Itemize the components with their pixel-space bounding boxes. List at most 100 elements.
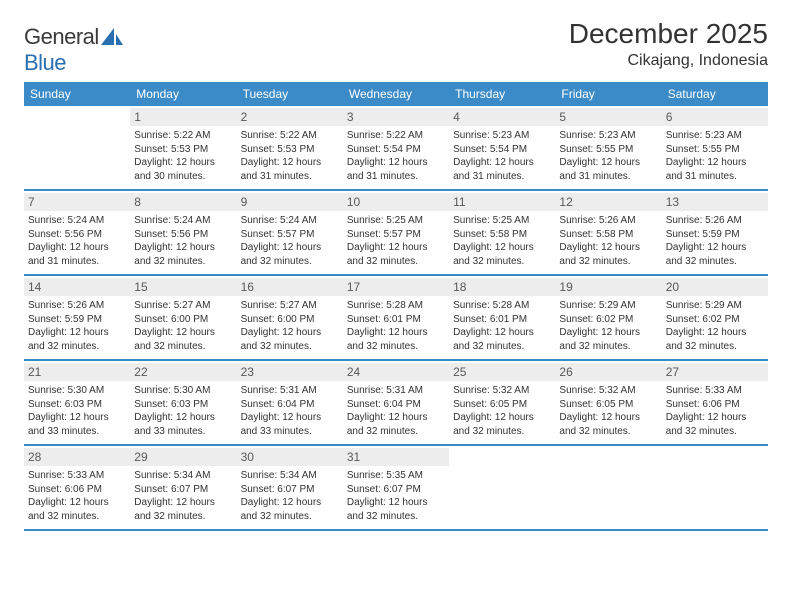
day-details: Sunrise: 5:23 AMSunset: 5:55 PMDaylight:… [666, 129, 764, 183]
day-number [662, 448, 768, 466]
day-number: 16 [237, 278, 343, 296]
daylight-text: Daylight: 12 hours and 32 minutes. [453, 326, 551, 353]
day-details: Sunrise: 5:25 AMSunset: 5:57 PMDaylight:… [347, 214, 445, 268]
day-details: Sunrise: 5:22 AMSunset: 5:53 PMDaylight:… [134, 129, 232, 183]
day-number: 22 [130, 363, 236, 381]
calendar-grid: SundayMondayTuesdayWednesdayThursdayFrid… [24, 82, 768, 531]
daylight-text: Daylight: 12 hours and 31 minutes. [559, 156, 657, 183]
sunset-text: Sunset: 5:53 PM [134, 143, 232, 157]
day-number: 7 [24, 193, 130, 211]
sunrise-text: Sunrise: 5:28 AM [453, 299, 551, 313]
day-number: 18 [449, 278, 555, 296]
day-details: Sunrise: 5:34 AMSunset: 6:07 PMDaylight:… [241, 469, 339, 523]
sunrise-text: Sunrise: 5:26 AM [559, 214, 657, 228]
day-details: Sunrise: 5:34 AMSunset: 6:07 PMDaylight:… [134, 469, 232, 523]
day-cell: 31Sunrise: 5:35 AMSunset: 6:07 PMDayligh… [343, 446, 449, 529]
sunrise-text: Sunrise: 5:32 AM [559, 384, 657, 398]
day-number: 9 [237, 193, 343, 211]
sunrise-text: Sunrise: 5:25 AM [453, 214, 551, 228]
day-number: 26 [555, 363, 661, 381]
day-details: Sunrise: 5:30 AMSunset: 6:03 PMDaylight:… [28, 384, 126, 438]
weekday-header: Thursday [449, 82, 555, 106]
day-cell: 11Sunrise: 5:25 AMSunset: 5:58 PMDayligh… [449, 191, 555, 274]
day-number: 4 [449, 108, 555, 126]
daylight-text: Daylight: 12 hours and 32 minutes. [559, 326, 657, 353]
day-number: 31 [343, 448, 449, 466]
daylight-text: Daylight: 12 hours and 31 minutes. [453, 156, 551, 183]
day-cell: 16Sunrise: 5:27 AMSunset: 6:00 PMDayligh… [237, 276, 343, 359]
day-cell: 6Sunrise: 5:23 AMSunset: 5:55 PMDaylight… [662, 106, 768, 189]
day-cell: 10Sunrise: 5:25 AMSunset: 5:57 PMDayligh… [343, 191, 449, 274]
day-number [449, 448, 555, 466]
sunrise-text: Sunrise: 5:25 AM [347, 214, 445, 228]
daylight-text: Daylight: 12 hours and 30 minutes. [134, 156, 232, 183]
sunrise-text: Sunrise: 5:28 AM [347, 299, 445, 313]
day-number: 14 [24, 278, 130, 296]
day-cell [449, 446, 555, 529]
daylight-text: Daylight: 12 hours and 32 minutes. [347, 411, 445, 438]
weekday-header: Saturday [662, 82, 768, 106]
sunrise-text: Sunrise: 5:30 AM [134, 384, 232, 398]
day-cell: 30Sunrise: 5:34 AMSunset: 6:07 PMDayligh… [237, 446, 343, 529]
daylight-text: Daylight: 12 hours and 31 minutes. [241, 156, 339, 183]
daylight-text: Daylight: 12 hours and 32 minutes. [666, 326, 764, 353]
day-cell: 24Sunrise: 5:31 AMSunset: 6:04 PMDayligh… [343, 361, 449, 444]
day-number: 15 [130, 278, 236, 296]
sunrise-text: Sunrise: 5:31 AM [347, 384, 445, 398]
sunset-text: Sunset: 6:07 PM [134, 483, 232, 497]
day-cell: 15Sunrise: 5:27 AMSunset: 6:00 PMDayligh… [130, 276, 236, 359]
day-cell: 8Sunrise: 5:24 AMSunset: 5:56 PMDaylight… [130, 191, 236, 274]
sunrise-text: Sunrise: 5:34 AM [134, 469, 232, 483]
sunset-text: Sunset: 6:03 PM [28, 398, 126, 412]
sunset-text: Sunset: 5:56 PM [134, 228, 232, 242]
day-number [555, 448, 661, 466]
day-number: 29 [130, 448, 236, 466]
day-cell: 18 Sunrise: 5:28 AMSunset: 6:01 PMDayligh… [449, 276, 555, 359]
day-details: Sunrise: 5:33 AMSunset: 6:06 PMDaylight:… [28, 469, 126, 523]
sunset-text: Sunset: 6:07 PM [347, 483, 445, 497]
brand-logo: GeneralBlue [24, 24, 124, 76]
day-cell: 27Sunrise: 5:33 AMSunset: 6:06 PMDayligh… [662, 361, 768, 444]
daylight-text: Daylight: 12 hours and 32 minutes. [28, 496, 126, 523]
week-row: 28Sunrise: 5:33 AMSunset: 6:06 PMDayligh… [24, 446, 768, 531]
sunset-text: Sunset: 5:59 PM [666, 228, 764, 242]
day-number: 13 [662, 193, 768, 211]
day-cell [24, 106, 130, 189]
day-cell: 3Sunrise: 5:22 AMSunset: 5:54 PMDaylight… [343, 106, 449, 189]
day-cell: 25Sunrise: 5:32 AMSunset: 6:05 PMDayligh… [449, 361, 555, 444]
day-number: 21 [24, 363, 130, 381]
sail-icon [101, 28, 123, 46]
daylight-text: Daylight: 12 hours and 31 minutes. [666, 156, 764, 183]
day-cell: 19Sunrise: 5:29 AMSunset: 6:02 PMDayligh… [555, 276, 661, 359]
day-number: 2 [237, 108, 343, 126]
brand-name-a: General [24, 24, 99, 49]
week-row: 1Sunrise: 5:22 AMSunset: 5:53 PMDaylight… [24, 106, 768, 191]
day-details: Sunrise: 5:26 AMSunset: 5:58 PMDaylight:… [559, 214, 657, 268]
sunrise-text: Sunrise: 5:27 AM [134, 299, 232, 313]
sunrise-text: Sunrise: 5:34 AM [241, 469, 339, 483]
page-header: GeneralBlue December 2025 Cikajang, Indo… [24, 18, 768, 76]
sunrise-text: Sunrise: 5:33 AM [666, 384, 764, 398]
day-number: 25 [449, 363, 555, 381]
daylight-text: Daylight: 12 hours and 31 minutes. [28, 241, 126, 268]
daylight-text: Daylight: 12 hours and 32 minutes. [28, 326, 126, 353]
daylight-text: Daylight: 12 hours and 31 minutes. [347, 156, 445, 183]
sunset-text: Sunset: 6:01 PM [453, 313, 551, 327]
sunset-text: Sunset: 5:55 PM [559, 143, 657, 157]
sunrise-text: Sunrise: 5:30 AM [28, 384, 126, 398]
sunset-text: Sunset: 5:57 PM [241, 228, 339, 242]
day-number: 5 [555, 108, 661, 126]
day-details: Sunrise: 5:31 AMSunset: 6:04 PMDaylight:… [347, 384, 445, 438]
day-cell [662, 446, 768, 529]
sunset-text: Sunset: 6:00 PM [134, 313, 232, 327]
day-details: Sunrise: 5:25 AMSunset: 5:58 PMDaylight:… [453, 214, 551, 268]
day-cell: 4Sunrise: 5:23 AMSunset: 5:54 PMDaylight… [449, 106, 555, 189]
title-block: December 2025 Cikajang, Indonesia [569, 18, 768, 70]
sunrise-text: Sunrise: 5:32 AM [453, 384, 551, 398]
sunrise-text: Sunrise: 5:24 AM [134, 214, 232, 228]
daylight-text: Daylight: 12 hours and 32 minutes. [241, 241, 339, 268]
day-cell: 17Sunrise: 5:28 AMSunset: 6:01 PMDayligh… [343, 276, 449, 359]
sunset-text: Sunset: 6:02 PM [559, 313, 657, 327]
day-details: Sunrise: 5:26 AMSunset: 5:59 PMDaylight:… [28, 299, 126, 353]
day-cell: 1Sunrise: 5:22 AMSunset: 5:53 PMDaylight… [130, 106, 236, 189]
